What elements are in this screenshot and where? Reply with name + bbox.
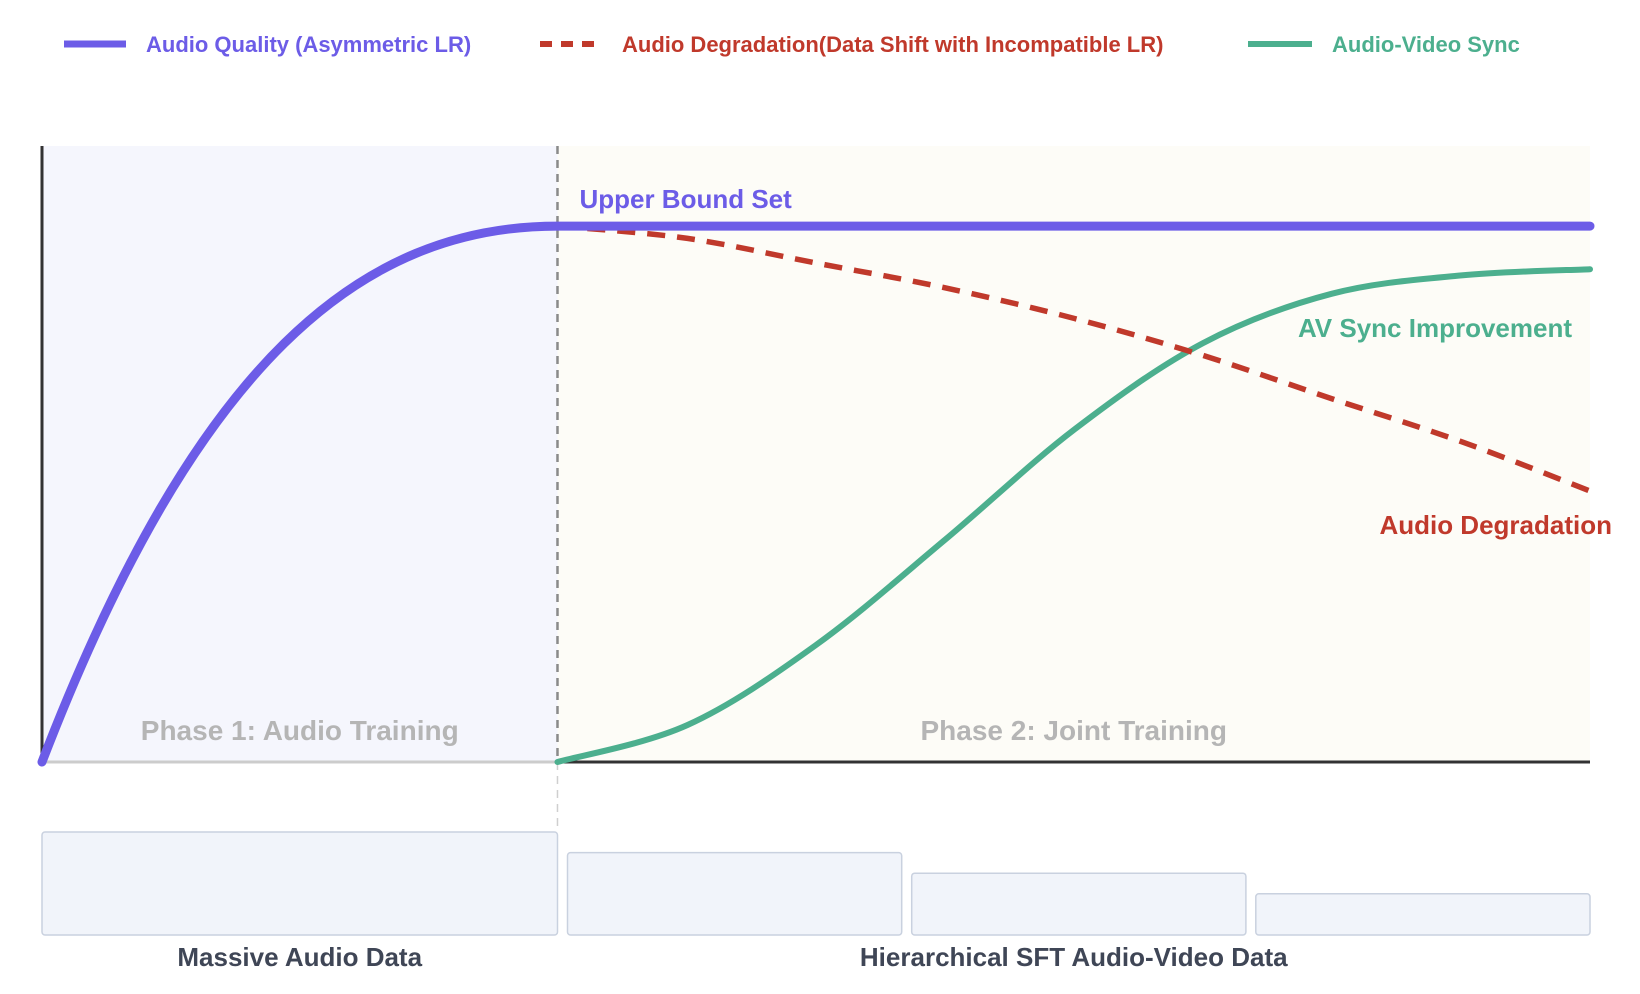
phase-1-region [42,146,558,762]
data-block-2 [566,851,903,936]
data-block-1 [41,831,559,936]
annotation-av-sync-improvement: AV Sync Improvement [1298,313,1572,343]
phase-1-label: Phase 1: Audio Training [141,715,459,746]
legend-label-audio-quality: Audio Quality (Asymmetric LR) [146,32,471,57]
block-label-massive-audio-data: Massive Audio Data [177,942,422,972]
legend-label-audio-degradation: Audio Degradation(Data Shift with Incomp… [622,32,1163,57]
annotation-upper-bound-set: Upper Bound Set [579,184,792,214]
series-audio-quality [37,221,1595,767]
data-block-3 [910,872,1247,936]
series-audio-degradation [557,223,1591,494]
data-block-4 [1255,893,1591,936]
data-blocks [41,831,1591,936]
series-audio-video-sync [554,266,1593,765]
block-label-hierarchical-sft-data: Hierarchical SFT Audio-Video Data [860,942,1288,972]
phase-2-label: Phase 2: Joint Training [920,715,1227,746]
phase-2-region [557,146,1590,762]
annotation-audio-degradation: Audio Degradation [1379,510,1612,540]
legend: Audio Quality (Asymmetric LR) Audio Degr… [64,32,1520,57]
legend-label-audio-video-sync: Audio-Video Sync [1332,32,1520,57]
